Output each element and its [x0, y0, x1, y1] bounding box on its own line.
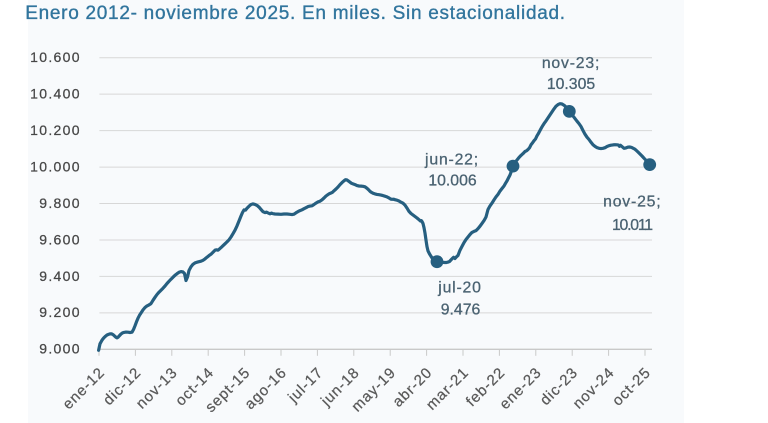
- svg-text:10.400: 10.400: [30, 86, 81, 102]
- svg-text:Enero 2012- noviembre 2025. En: Enero 2012- noviembre 2025. En miles. Si…: [25, 3, 566, 24]
- svg-text:10.600: 10.600: [30, 49, 81, 65]
- svg-text:jul-20: jul-20: [437, 279, 481, 296]
- svg-text:10.011: 10.011: [612, 217, 653, 234]
- svg-text:9.476: 9.476: [441, 301, 481, 318]
- svg-text:9.600: 9.600: [39, 231, 81, 247]
- svg-text:9.200: 9.200: [39, 304, 81, 320]
- svg-text:nov-25;: nov-25;: [603, 194, 661, 211]
- svg-text:9.000: 9.000: [39, 341, 81, 357]
- svg-text:9.800: 9.800: [39, 195, 81, 211]
- svg-text:nov-23;: nov-23;: [542, 55, 600, 72]
- svg-text:10.006: 10.006: [428, 173, 477, 190]
- svg-text:10.305: 10.305: [547, 76, 596, 93]
- svg-text:jun-22;: jun-22;: [424, 151, 479, 168]
- svg-text:10.000: 10.000: [30, 159, 81, 175]
- svg-text:10.200: 10.200: [30, 122, 81, 138]
- svg-text:9.400: 9.400: [39, 268, 81, 284]
